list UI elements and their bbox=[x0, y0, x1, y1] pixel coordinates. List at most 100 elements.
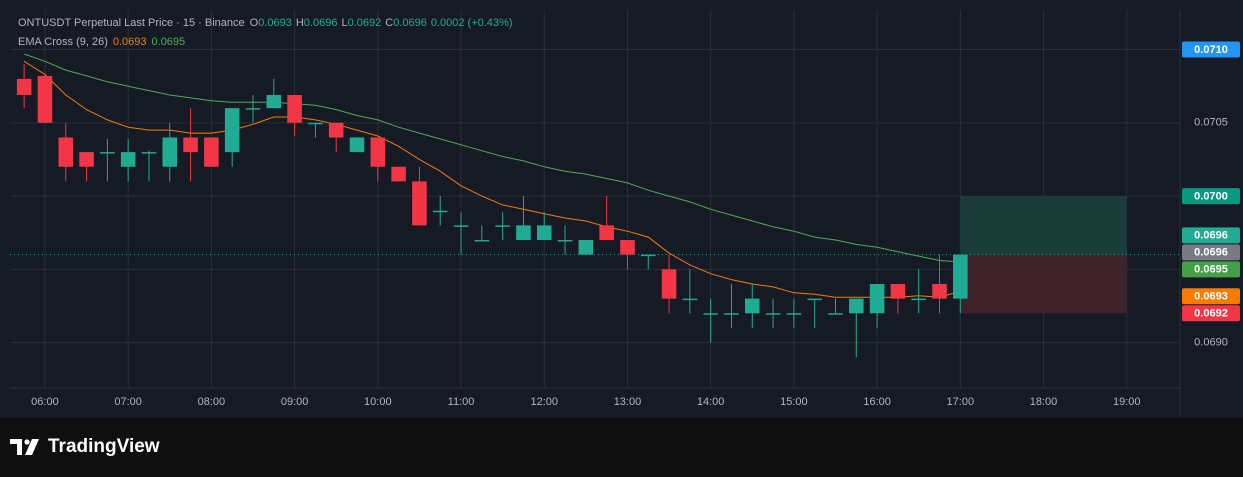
candle-body bbox=[245, 108, 261, 110]
candle-body bbox=[703, 313, 718, 315]
x-tick-label: 09:00 bbox=[281, 396, 309, 408]
brand-name: TradingView bbox=[48, 436, 160, 457]
candle-body bbox=[911, 298, 926, 301]
candle-body bbox=[786, 313, 802, 315]
candle-body bbox=[682, 298, 698, 301]
x-tick-label: 08:00 bbox=[198, 396, 226, 408]
brand-logo: TradingView bbox=[10, 436, 160, 457]
candle-body bbox=[599, 225, 614, 241]
price-label-box bbox=[1182, 261, 1240, 278]
candle-body bbox=[328, 122, 344, 138]
candle-body bbox=[58, 137, 74, 167]
price-label: 0.0710 bbox=[1194, 44, 1228, 56]
price-label-box bbox=[1182, 244, 1240, 261]
legend-line: ONTUSDT Perpetual Last Price · 15 · Bina… bbox=[18, 17, 512, 29]
ohlc-value: 0.0693 bbox=[258, 17, 292, 29]
x-tick-label: 13:00 bbox=[614, 396, 642, 408]
price-label-box bbox=[1182, 188, 1240, 205]
ohlc-key: C bbox=[385, 17, 393, 29]
candle-body bbox=[557, 240, 573, 242]
price-label: 0.0696 bbox=[1194, 247, 1228, 259]
price-label: 0.0693 bbox=[1194, 291, 1228, 303]
x-tick-label: 12:00 bbox=[530, 396, 558, 408]
candle-body bbox=[183, 137, 198, 153]
x-tick-label: 10:00 bbox=[364, 396, 392, 408]
ema-line bbox=[23, 60, 961, 298]
ohlc-value: 0.0696 bbox=[304, 17, 338, 29]
ohlc-key: H bbox=[296, 17, 304, 29]
candle-body bbox=[391, 166, 406, 182]
candle-body bbox=[578, 240, 594, 255]
profit-zone bbox=[960, 196, 1127, 255]
x-tick-label: 16:00 bbox=[863, 396, 891, 408]
x-tick-label: 19:00 bbox=[1113, 396, 1141, 408]
ohlc-value: 0.0696 bbox=[393, 17, 427, 29]
candle-body bbox=[890, 283, 906, 299]
series bbox=[10, 53, 1180, 358]
ohlc-key: L bbox=[341, 17, 347, 29]
x-tick-label: 15:00 bbox=[780, 396, 808, 408]
candle-body bbox=[869, 283, 885, 314]
y-tick-label: 0.0705 bbox=[1194, 117, 1228, 129]
candle-body bbox=[828, 313, 843, 315]
price-label: 0.0692 bbox=[1194, 308, 1228, 320]
x-tick-label: 14:00 bbox=[697, 396, 725, 408]
price-label-box bbox=[1182, 305, 1240, 322]
candle-body bbox=[620, 240, 635, 255]
x-tick-label: 07:00 bbox=[114, 396, 142, 408]
candle-body bbox=[661, 269, 677, 299]
candle-body bbox=[765, 313, 781, 315]
price-label: 0.0700 bbox=[1194, 190, 1228, 202]
candle-body bbox=[412, 181, 427, 226]
candle-body bbox=[932, 283, 947, 299]
logo-dot bbox=[24, 439, 30, 445]
symbol-title: ONTUSDT Perpetual Last Price · 15 · Bina… bbox=[18, 17, 245, 29]
logo-mark bbox=[10, 439, 22, 455]
candle-body bbox=[349, 137, 365, 153]
candle-body bbox=[308, 122, 323, 125]
candle-body bbox=[79, 152, 94, 167]
candle-body bbox=[432, 210, 448, 213]
candle-body bbox=[953, 254, 968, 299]
candle-body bbox=[100, 152, 115, 154]
candle-body bbox=[162, 137, 178, 167]
price-label-box bbox=[1182, 288, 1240, 305]
candle-body bbox=[724, 313, 739, 315]
position-tool bbox=[960, 196, 1127, 314]
ohlc-value: 0.0692 bbox=[348, 17, 382, 29]
candle-body bbox=[453, 225, 469, 227]
candle-body bbox=[141, 152, 157, 154]
price-label-box bbox=[1182, 227, 1240, 244]
candle-body bbox=[536, 225, 552, 241]
candle-body bbox=[204, 137, 219, 167]
loss-zone bbox=[960, 254, 1127, 314]
candle-body bbox=[370, 137, 386, 167]
candle-body bbox=[120, 152, 136, 167]
candle-body bbox=[224, 108, 240, 153]
price-label: 0.0695 bbox=[1194, 264, 1228, 276]
indicator-value: 0.0693 bbox=[113, 36, 147, 48]
indicator-value: 0.0695 bbox=[152, 36, 186, 48]
ema-line bbox=[23, 53, 961, 263]
candle-body bbox=[16, 78, 32, 95]
x-tick-label: 06:00 bbox=[31, 396, 59, 408]
candle-body bbox=[495, 225, 510, 227]
x-tick-label: 18:00 bbox=[1030, 396, 1058, 408]
candle-body bbox=[287, 94, 302, 123]
candle-body bbox=[640, 254, 656, 257]
candle-body bbox=[474, 240, 490, 242]
x-tick-label: 17:00 bbox=[947, 396, 975, 408]
candle-body bbox=[744, 298, 760, 314]
candle-body bbox=[516, 225, 531, 241]
legend-line: EMA Cross (9, 26) 0.0693 0.0695 bbox=[18, 36, 185, 48]
price-change: 0.0002 (+0.43%) bbox=[431, 17, 513, 29]
y-tick-label: 0.0690 bbox=[1194, 336, 1228, 348]
ohlc-key: O bbox=[250, 17, 259, 29]
candle-body bbox=[849, 298, 864, 314]
price-label-box bbox=[1182, 41, 1240, 58]
candle-body bbox=[266, 94, 282, 109]
candle-body bbox=[37, 75, 53, 123]
axes: 0.0690 0.0695 0.0700 0.0705 0.0710 06:00 07:00… bbox=[31, 41, 1240, 408]
